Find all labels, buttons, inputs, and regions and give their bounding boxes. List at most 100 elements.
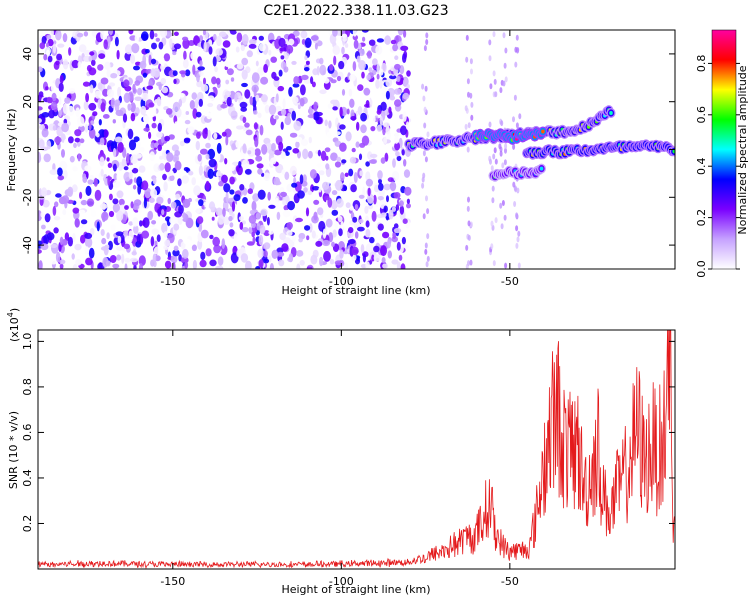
heatmap-cell — [174, 160, 182, 171]
heatmap-cell — [365, 100, 370, 108]
heatmap-cell — [425, 39, 429, 45]
heatmap-cell — [84, 237, 93, 248]
heatmap-cell — [139, 263, 143, 269]
heatmap-cell — [139, 220, 143, 227]
heatmap-cell — [101, 237, 107, 245]
heatmap-cell — [264, 104, 270, 114]
heatmap-cell — [241, 227, 249, 233]
heatmap-cell — [326, 132, 331, 138]
heatmap-cell — [84, 246, 90, 255]
heatmap-cell — [331, 190, 338, 196]
heatmap-cell — [349, 205, 354, 211]
heatmap-cell — [367, 193, 374, 204]
heatmap-cell — [80, 199, 88, 206]
heatmap-cell — [200, 84, 209, 92]
heatmap-cell — [182, 36, 189, 41]
heatmap-cell — [179, 92, 185, 98]
heatmap-cell — [387, 177, 394, 183]
heatmap-cell — [46, 42, 49, 48]
heatmap-cell — [202, 128, 208, 139]
heatmap-cell — [394, 99, 402, 107]
heatmap-cell — [504, 262, 508, 269]
heatmap-cell — [227, 197, 236, 203]
colorbar: 0.0 0.2 0.4 0.6 0.8 Normalized spectral ampl… — [695, 29, 749, 278]
heatmap-cell — [142, 72, 148, 78]
heatmap-cell — [314, 42, 318, 50]
heatmap-cell — [217, 214, 225, 225]
heatmap-cell — [222, 207, 226, 218]
heatmap-cell — [242, 143, 247, 154]
heatmap-cell — [82, 81, 90, 87]
heatmap-cell — [405, 30, 411, 40]
heatmap-cell — [46, 140, 52, 150]
heatmap-cell — [406, 70, 411, 77]
heatmap-cell — [310, 35, 319, 41]
heatmap-cell — [335, 179, 343, 191]
heatmap-cell — [50, 101, 58, 110]
heatmap-cell — [98, 53, 106, 59]
heatmap-cell — [67, 236, 73, 247]
heatmap-cell — [223, 216, 230, 225]
heatmap-cell — [177, 178, 182, 187]
heatmap-cell — [278, 259, 285, 267]
heatmap-cell — [196, 72, 200, 83]
heatmap-cell — [328, 30, 332, 36]
heatmap-cell — [226, 68, 234, 76]
heatmap-cell — [100, 168, 104, 177]
heatmap-cell — [130, 201, 134, 209]
heatmap-cell — [161, 86, 169, 94]
heatmap-cell — [112, 163, 117, 172]
heatmap-cell — [128, 30, 134, 35]
heatmap-cell — [362, 253, 366, 263]
heatmap-cell — [167, 170, 174, 177]
heatmap-cell — [499, 202, 503, 209]
heatmap-cell — [257, 248, 265, 259]
heatmap-cell — [205, 142, 211, 149]
heatmap-cell — [304, 67, 310, 72]
heatmap-cell — [114, 36, 119, 47]
heatmap-cell — [348, 168, 354, 177]
heatmap-cell — [133, 136, 140, 143]
y-tick-label: 0 — [21, 146, 34, 153]
heatmap-cell — [293, 120, 302, 131]
heatmap-cell — [87, 179, 94, 185]
heatmap-cell — [338, 60, 345, 70]
heatmap-cell — [47, 38, 54, 47]
heatmap-cell — [512, 181, 516, 188]
heatmap-cell — [150, 236, 155, 247]
heatmap-cell — [329, 259, 335, 265]
heatmap-cell — [198, 98, 203, 107]
heatmap-cell — [77, 61, 82, 69]
heatmap-cell — [282, 98, 286, 109]
heatmap-cell — [163, 181, 168, 192]
heatmap-cell — [203, 41, 207, 52]
heatmap-cell — [268, 204, 276, 209]
heatmap-cell — [324, 147, 331, 153]
heatmap-cell — [143, 115, 150, 124]
heatmap-cell — [156, 131, 163, 138]
heatmap-cell — [83, 31, 89, 37]
heatmap-cell — [224, 158, 228, 165]
heatmap-cells — [38, 30, 675, 269]
heatmap-cell — [114, 136, 123, 143]
heatmap-cell — [337, 215, 343, 223]
heatmap-cell — [199, 259, 207, 268]
heatmap-cell — [426, 131, 430, 138]
heatmap-cell — [150, 142, 156, 149]
heatmap-cell — [373, 194, 377, 205]
colorbar-tick-label: 0.0 — [695, 260, 708, 278]
heatmap-cell — [226, 96, 232, 107]
heatmap-cell — [313, 111, 320, 121]
heatmap-cell — [288, 239, 295, 248]
heatmap-cell — [360, 112, 367, 122]
heatmap-cell — [229, 222, 234, 228]
heatmap-cell — [173, 43, 182, 50]
heatmap-cell — [489, 83, 493, 90]
heatmap-cell — [68, 47, 72, 56]
heatmap-cell — [313, 101, 318, 112]
heatmap-cell — [359, 170, 364, 177]
heatmap-cell — [387, 238, 391, 249]
heatmap-cell — [205, 153, 210, 160]
heatmap-cell — [89, 51, 95, 56]
